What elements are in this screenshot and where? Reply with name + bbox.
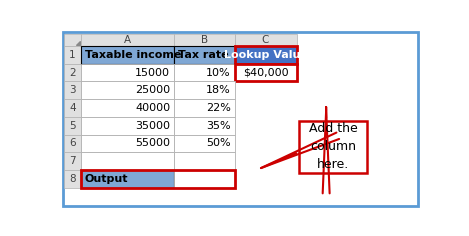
Bar — [174, 152, 234, 170]
Text: B: B — [201, 35, 208, 45]
Bar — [81, 170, 174, 188]
Bar — [64, 135, 81, 152]
Text: 55000: 55000 — [135, 139, 170, 148]
Bar — [174, 99, 234, 117]
Text: 40000: 40000 — [135, 103, 170, 113]
Text: $40,000: $40,000 — [243, 67, 288, 78]
Bar — [174, 46, 234, 64]
Bar — [81, 64, 174, 81]
Text: 3: 3 — [69, 85, 76, 95]
Text: 18%: 18% — [206, 85, 231, 95]
Polygon shape — [76, 41, 80, 45]
Text: Taxable income: Taxable income — [85, 50, 182, 60]
Bar — [64, 46, 81, 64]
Bar — [81, 135, 174, 152]
Bar — [174, 135, 234, 152]
Bar — [174, 64, 234, 81]
Text: 6: 6 — [69, 139, 76, 148]
Text: 50%: 50% — [206, 139, 231, 148]
Text: 4: 4 — [69, 103, 76, 113]
Text: 1: 1 — [69, 50, 76, 60]
Text: 7: 7 — [69, 156, 76, 166]
Bar — [81, 152, 174, 170]
Bar — [81, 46, 174, 64]
Text: 35000: 35000 — [135, 121, 170, 131]
Bar — [81, 81, 174, 99]
Text: Output: Output — [85, 174, 129, 184]
Bar — [64, 170, 81, 188]
Bar — [234, 64, 296, 81]
Text: Add the
column
here.: Add the column here. — [309, 122, 357, 171]
Bar — [81, 99, 174, 117]
Bar — [234, 34, 296, 46]
Bar — [64, 99, 81, 117]
Bar — [64, 64, 81, 81]
Text: 22%: 22% — [206, 103, 231, 113]
Bar — [174, 81, 234, 99]
Text: 10%: 10% — [206, 67, 231, 78]
Text: 5: 5 — [69, 121, 76, 131]
Bar — [64, 81, 81, 99]
Text: C: C — [262, 35, 269, 45]
Bar — [174, 170, 234, 188]
Text: 25000: 25000 — [135, 85, 170, 95]
Bar — [81, 34, 174, 46]
Text: Lookup Value: Lookup Value — [224, 50, 308, 60]
Bar — [81, 170, 234, 188]
Text: 2: 2 — [69, 67, 76, 78]
Text: A: A — [124, 35, 131, 45]
Bar — [234, 46, 296, 64]
Text: Tax rate: Tax rate — [178, 50, 228, 60]
Bar — [174, 117, 234, 135]
Bar — [64, 34, 81, 46]
Text: 15000: 15000 — [135, 67, 170, 78]
Bar — [81, 117, 174, 135]
Text: 35%: 35% — [206, 121, 231, 131]
Bar — [299, 121, 367, 173]
Bar — [174, 34, 234, 46]
Bar — [64, 152, 81, 170]
Bar — [64, 117, 81, 135]
Text: 8: 8 — [69, 174, 76, 184]
